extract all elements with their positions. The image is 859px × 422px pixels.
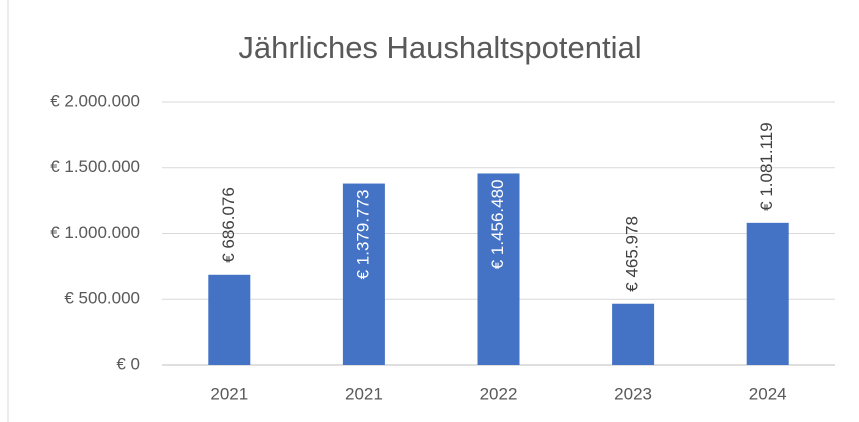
- y-tick-label: € 1.500.000: [50, 157, 140, 176]
- data-label: € 686.076: [219, 187, 238, 263]
- data-label: € 465.978: [623, 216, 642, 292]
- x-tick-label: 2022: [480, 384, 518, 403]
- y-tick-label: € 2.000.000: [50, 91, 140, 110]
- bar: [477, 173, 520, 365]
- bar: [746, 222, 789, 365]
- data-label: € 1.379.773: [353, 190, 372, 280]
- chart-frame: [7, 0, 859, 422]
- bar: [612, 303, 655, 365]
- x-tick-label: 2021: [210, 384, 248, 403]
- data-label: € 1.081.119: [757, 122, 776, 211]
- y-tick-label: € 0: [116, 354, 140, 373]
- x-tick-label: 2024: [749, 384, 787, 403]
- bar: [342, 183, 385, 365]
- chart-title: Jährliches Haushaltspotential: [238, 30, 641, 65]
- y-tick-label: € 500.000: [64, 289, 140, 308]
- x-tick-label: 2021: [345, 384, 383, 403]
- x-tick-label: 2023: [614, 384, 652, 403]
- data-label: € 1.456.480: [488, 179, 507, 269]
- bar: [208, 274, 251, 365]
- y-tick-label: € 1.000.000: [50, 223, 140, 242]
